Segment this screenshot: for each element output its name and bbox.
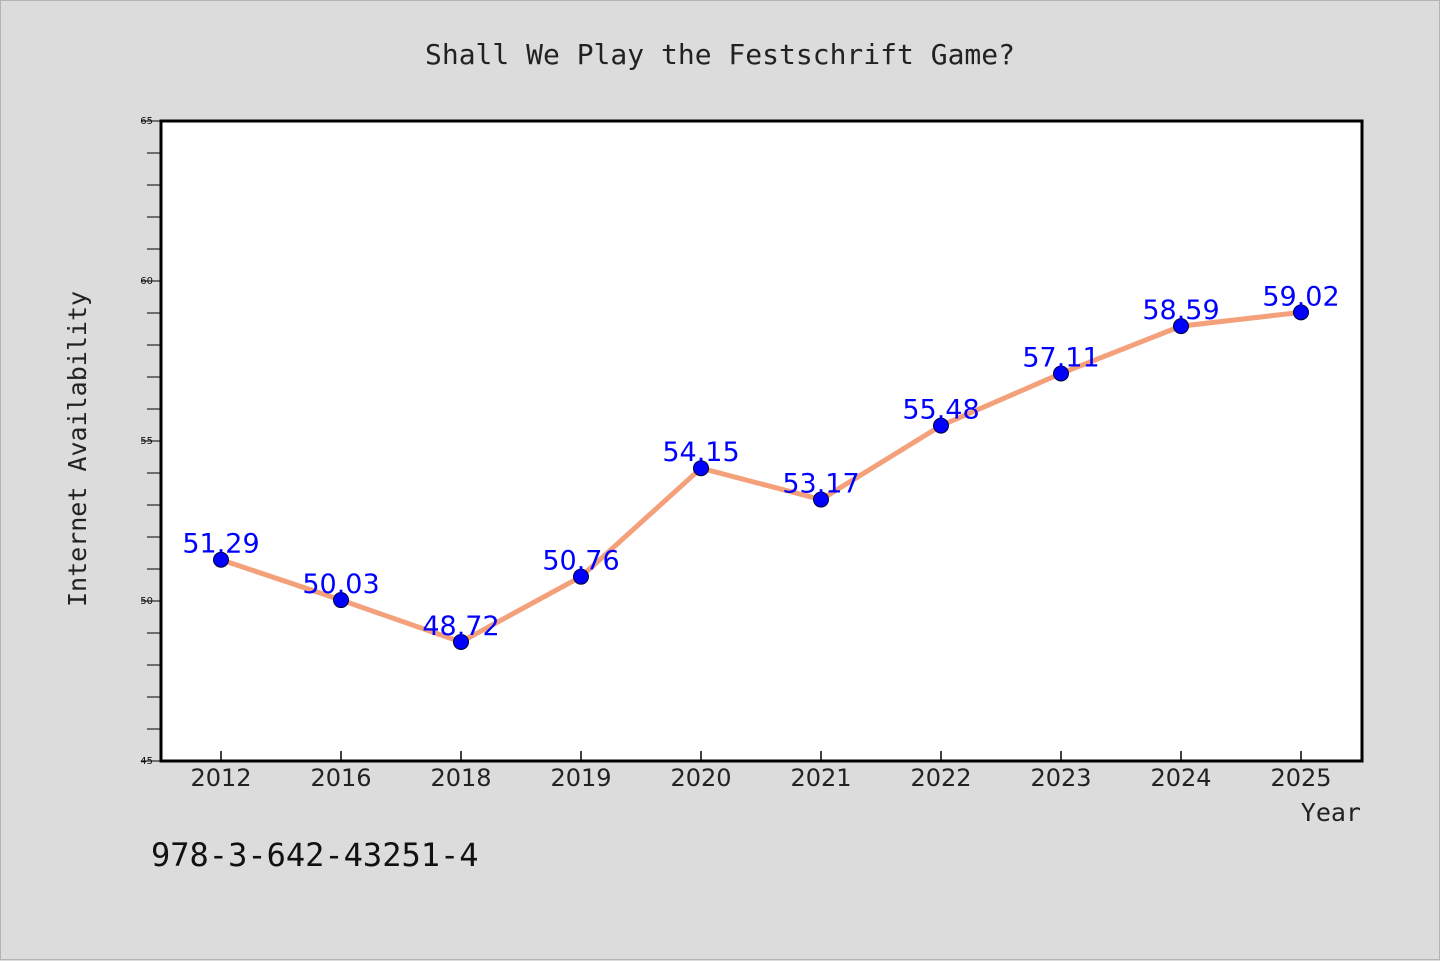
data-point [933,417,949,434]
x-tick-label: 2016 [310,764,371,792]
y-tick-labels: 45 50 55 60 65 [140,116,153,767]
x-tick-label: 2012 [190,764,251,792]
data-point [693,460,709,477]
data-label: 57.11 [1022,342,1099,373]
y-tick-label: 50 [140,596,153,607]
x-tick-label: 2019 [550,764,611,792]
y-tick-label: 60 [140,276,153,287]
data-point [333,592,349,609]
data-markers [213,304,1309,650]
y-tick-label: 45 [140,756,153,767]
data-point [1173,318,1189,335]
data-point [1293,304,1309,321]
y-tick-label: 65 [140,116,153,127]
data-point [813,491,829,508]
y-tick-label: 55 [140,436,153,447]
data-labels: 51.29 50.03 48.72 50.76 54.15 53.17 55.48 57.11… [182,281,1339,642]
x-tick-label: 2024 [1150,764,1211,792]
data-label: 54.15 [662,437,739,468]
data-point [1053,365,1069,382]
data-label: 51.29 [182,529,259,560]
data-point [213,551,229,568]
series-line [218,309,1304,645]
x-tick-label: 2025 [1270,764,1331,792]
x-ticks [220,751,1302,761]
chart-title: Shall We Play the Festschrift Game? [425,38,1015,71]
x-tick-label: 2021 [790,764,851,792]
data-label: 55.48 [902,395,979,426]
y-axis-label: Internet Availability [63,291,92,607]
y-minor-ticks [141,120,161,762]
data-label: 50.76 [542,546,619,577]
x-tick-label: 2023 [1030,764,1091,792]
data-label: 59.02 [1262,281,1339,312]
data-label: 50.03 [302,569,379,600]
x-tick-label: 2018 [430,764,491,792]
x-tick-labels: 2012 2016 2018 2019 2020 2021 2022 2023 2024 2025 [190,764,1331,792]
data-label: 53.17 [782,469,859,500]
data-label: 48.72 [422,611,499,642]
isbn-footer: 978-3-642-43251-4 [151,836,479,874]
x-tick-label: 2022 [910,764,971,792]
data-point [453,633,469,650]
data-point [573,568,589,585]
x-axis-label: Year [1301,798,1361,827]
x-tick-label: 2020 [670,764,731,792]
data-label: 58.59 [1142,295,1219,326]
plot-area [159,119,1364,763]
